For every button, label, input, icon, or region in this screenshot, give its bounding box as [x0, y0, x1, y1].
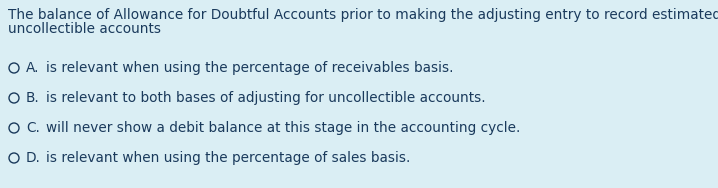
- Text: is relevant to both bases of adjusting for uncollectible accounts.: is relevant to both bases of adjusting f…: [46, 91, 485, 105]
- Text: is relevant when using the percentage of sales basis.: is relevant when using the percentage of…: [46, 151, 411, 165]
- Text: D.: D.: [26, 151, 41, 165]
- Text: is relevant when using the percentage of receivables basis.: is relevant when using the percentage of…: [46, 61, 454, 75]
- Text: will never show a debit balance at this stage in the accounting cycle.: will never show a debit balance at this …: [46, 121, 521, 135]
- Text: A.: A.: [26, 61, 39, 75]
- Text: The balance of Allowance for Doubtful Accounts prior to making the adjusting ent: The balance of Allowance for Doubtful Ac…: [8, 8, 718, 22]
- Text: uncollectible accounts: uncollectible accounts: [8, 22, 161, 36]
- Text: B.: B.: [26, 91, 39, 105]
- Text: C.: C.: [26, 121, 40, 135]
